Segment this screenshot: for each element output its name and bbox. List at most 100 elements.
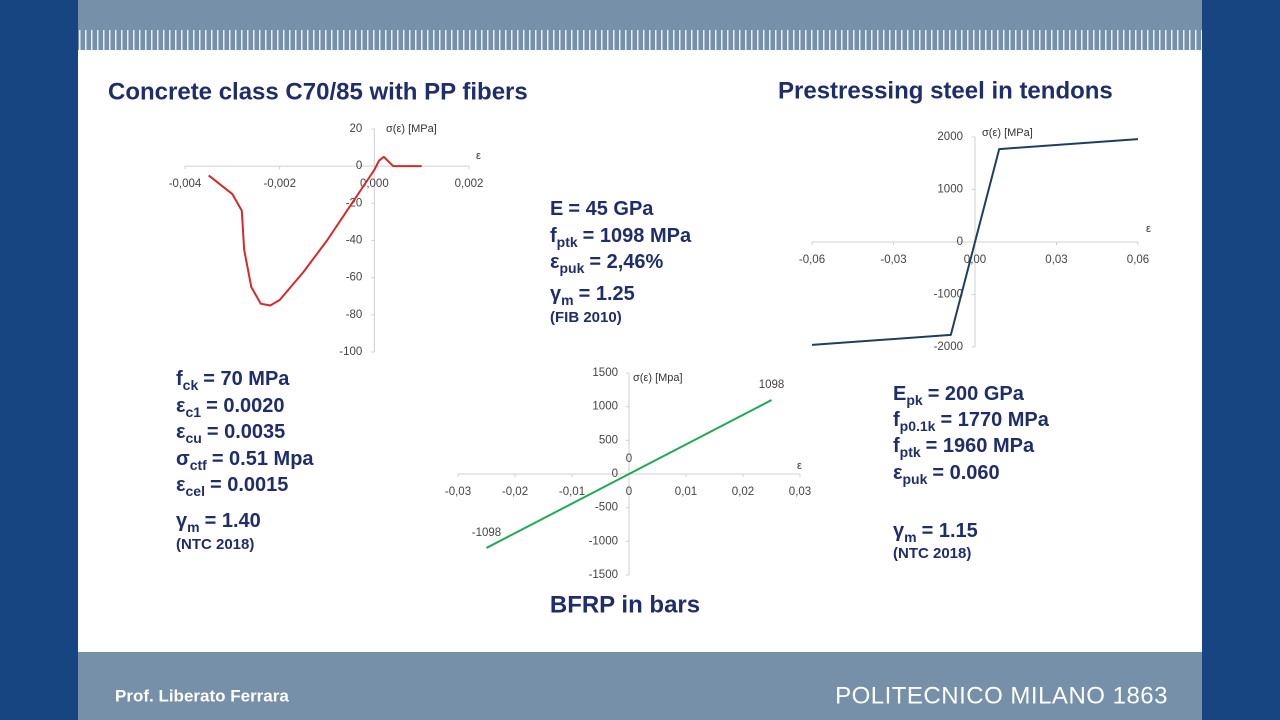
x-tick-label: 0,01 <box>675 486 697 498</box>
y-tick-label: -60 <box>346 272 363 284</box>
footer-logo: POLITECNICO MILANO 1863 <box>835 682 1168 709</box>
parameter-value: = 1.25 <box>579 283 635 305</box>
parameter-subscript: m <box>561 292 573 308</box>
parameter-symbol: ε <box>176 395 186 417</box>
parameter-value: = 45 GPa <box>568 198 654 220</box>
y-tick-label: -1000 <box>589 535 618 547</box>
parameter-value: = 1.40 <box>205 510 261 532</box>
y-tick-label: 1500 <box>592 367 618 379</box>
x-tick-label: -0,03 <box>880 254 906 266</box>
parameter-value: = 70 MPa <box>203 368 290 390</box>
parameter-subscript: cu <box>186 430 202 446</box>
parameter: Epk = 200 GPa <box>893 383 1025 407</box>
parameter-subscript: cel <box>186 483 205 499</box>
parameter-value: = 0.0020 <box>206 395 284 417</box>
parameter: E = 45 GPa <box>550 198 654 220</box>
parameter-symbol: σ <box>176 448 190 470</box>
x-tick-label: -0,002 <box>263 178 296 190</box>
parameter-symbol: ε <box>550 251 560 273</box>
y-tick-label: 1000 <box>592 401 618 413</box>
parameter: γm = 1.40 <box>176 510 261 534</box>
x-tick-label: 0,00 <box>964 254 986 266</box>
parameter-value: = 0.51 Mpa <box>212 448 315 470</box>
x-tick-label: 0,002 <box>455 178 484 190</box>
parameter: εpuk = 2,46% <box>550 251 664 275</box>
y-tick-label: -1500 <box>589 569 618 581</box>
parameter-value: = 1.15 <box>922 520 978 542</box>
x-tick-label: -0,01 <box>559 486 585 498</box>
parameter-value: = 1098 MPa <box>583 225 692 247</box>
y-tick-label: 0 <box>957 236 963 248</box>
parameter: εc1 = 0.0020 <box>176 395 285 419</box>
y-tick-label: -100 <box>339 346 362 358</box>
y-tick-label: -500 <box>595 502 618 514</box>
x-tick-label: -0,004 <box>169 178 202 190</box>
parameter: γm = 1.15 <box>893 520 978 544</box>
parameter-subscript: ptk <box>900 444 921 460</box>
x-tick-label: 0,03 <box>789 486 811 498</box>
parameter-symbol: f <box>550 225 557 247</box>
data-line <box>208 155 422 307</box>
parameter-symbol: f <box>176 368 183 390</box>
y-tick-label: -80 <box>346 309 363 321</box>
reference: (NTC 2018) <box>893 545 971 562</box>
chart-title: BFRP in bars <box>550 591 700 618</box>
chart-title: Concrete class C70/85 with PP fibers <box>108 78 528 105</box>
parameter-value: = 0.0015 <box>210 474 288 496</box>
parameter-symbol: ε <box>893 462 903 484</box>
y-axis-label: σ(ε) [MPa] <box>386 123 437 135</box>
parameter: fck = 70 MPa <box>176 368 290 392</box>
parameter: fptk = 1098 MPa <box>550 225 692 249</box>
data-label: 1098 <box>759 379 785 391</box>
parameter-symbol: γ <box>550 283 562 305</box>
parameter-value: = 200 GPa <box>928 383 1025 405</box>
reference: (NTC 2018) <box>176 536 254 553</box>
y-tick-label: -2000 <box>934 341 963 353</box>
parameter-symbol: γ <box>176 510 188 532</box>
parameter-value: = 0.060 <box>932 462 999 484</box>
parameter-symbol: γ <box>893 520 905 542</box>
footer-bar <box>78 652 1202 720</box>
parameter-subscript: m <box>187 519 199 535</box>
parameter: εcel = 0.0015 <box>176 474 288 498</box>
parameter-subscript: m <box>904 529 916 545</box>
y-tick-label: 0 <box>612 468 618 480</box>
parameter-subscript: ptk <box>557 234 578 250</box>
x-axis-label: ε <box>797 460 802 472</box>
parameter-symbol: E <box>893 383 906 405</box>
y-tick-label: -1000 <box>934 289 963 301</box>
parameter: σctf = 0.51 Mpa <box>176 448 314 472</box>
data-line <box>486 399 772 549</box>
parameter-symbol: E <box>550 198 563 220</box>
y-tick-label: 2000 <box>937 131 963 143</box>
parameter-subscript: p0.1k <box>900 418 936 434</box>
parameter-symbol: ε <box>176 474 186 496</box>
x-tick-label: 0,02 <box>732 486 754 498</box>
x-tick-label: -0,02 <box>502 486 528 498</box>
data-label: -1098 <box>472 527 501 539</box>
parameter-value: = 0.0035 <box>207 421 285 443</box>
parameter-subscript: ck <box>183 377 199 393</box>
parameter-subscript: c1 <box>186 404 202 420</box>
y-axis-label: σ(ε) [Mpa] <box>633 372 683 384</box>
chart-title: Prestressing steel in tendons <box>778 77 1113 104</box>
x-tick-label: 0 <box>626 486 632 498</box>
parameter-symbol: f <box>893 435 900 457</box>
parameter: fp0.1k = 1770 MPa <box>893 409 1050 433</box>
parameter-value: = 1770 MPa <box>940 409 1049 431</box>
y-tick-label: 0 <box>356 160 362 172</box>
content-background <box>78 0 1202 720</box>
y-tick-label: 20 <box>350 123 363 135</box>
y-tick-label: 500 <box>599 434 618 446</box>
x-axis-label: ε <box>1146 223 1151 235</box>
reference: (FIB 2010) <box>550 309 622 326</box>
parameter-value: = 2,46% <box>589 251 663 273</box>
parameter: fptk = 1960 MPa <box>893 435 1035 459</box>
parameter-subscript: pk <box>906 392 923 408</box>
parameter-subscript: ctf <box>190 457 207 473</box>
x-tick-label: -0,03 <box>445 486 471 498</box>
parameter: γm = 1.25 <box>550 283 635 307</box>
parameter-value: = 1960 MPa <box>926 435 1035 457</box>
